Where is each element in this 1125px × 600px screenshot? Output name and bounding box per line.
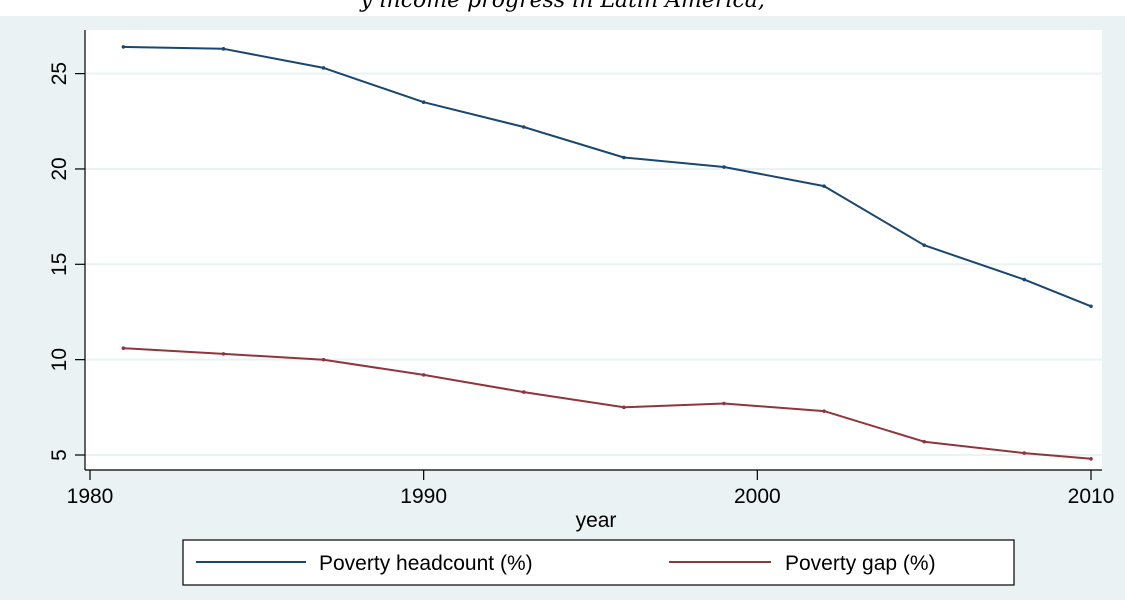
data-point xyxy=(622,155,626,160)
x-tick-label: 1990 xyxy=(400,485,447,508)
data-point xyxy=(421,373,426,377)
top-caption-strip: y income progress in Latin America, xyxy=(0,0,1125,16)
data-point xyxy=(121,346,126,351)
y-tick-label: 25 xyxy=(48,62,71,85)
data-point xyxy=(822,184,826,188)
x-tick-label: 2000 xyxy=(734,485,781,508)
data-point xyxy=(1022,277,1027,282)
data-point xyxy=(321,66,326,70)
data-point xyxy=(722,401,726,406)
data-point xyxy=(1089,457,1093,461)
data-point xyxy=(221,47,226,51)
legend-label: Poverty headcount (%) xyxy=(319,552,533,575)
y-tick-label: 5 xyxy=(48,449,71,461)
legend-label: Poverty gap (%) xyxy=(785,552,936,575)
plot-area xyxy=(85,30,1102,470)
data-point xyxy=(922,439,926,444)
data-point xyxy=(722,165,726,169)
data-point xyxy=(121,45,126,49)
x-tick-label: 1980 xyxy=(67,485,114,508)
data-point xyxy=(622,405,626,410)
data-point xyxy=(922,243,926,248)
data-point xyxy=(421,100,426,105)
data-point xyxy=(521,125,526,129)
x-tick-label: 2010 xyxy=(1068,485,1115,508)
y-tick-label: 20 xyxy=(48,157,71,180)
legend-box xyxy=(182,539,1015,586)
data-point xyxy=(221,352,226,356)
top-caption: y income progress in Latin America, xyxy=(360,0,765,13)
x-axis-title: year xyxy=(576,509,617,532)
data-point xyxy=(521,390,526,394)
y-tick-label: 15 xyxy=(48,253,71,276)
data-point xyxy=(1089,304,1093,309)
y-tick-label: 10 xyxy=(48,348,71,371)
data-point xyxy=(321,357,326,362)
data-point xyxy=(822,409,826,413)
data-point xyxy=(1022,451,1027,455)
